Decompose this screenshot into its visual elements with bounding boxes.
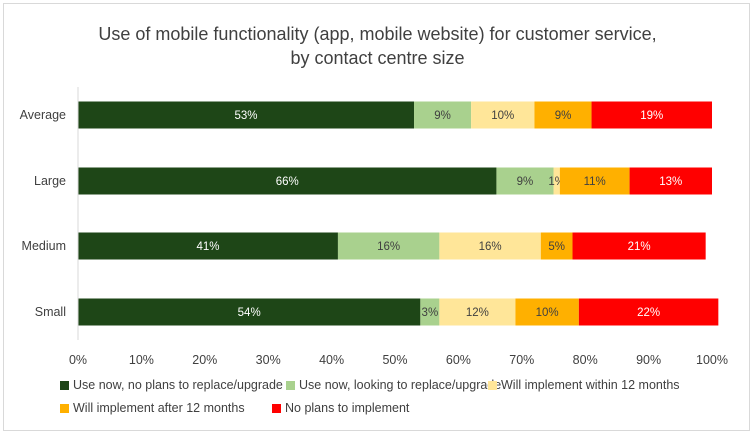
data-label-small-2: 12% (466, 307, 489, 319)
legend-label: No plans to implement (285, 401, 410, 415)
data-label-small-1: 3% (422, 307, 439, 319)
legend-item-0: Use now, no plans to replace/upgrade (60, 378, 283, 392)
x-tick-label: 80% (573, 353, 598, 367)
legend-item-2: Will implement within 12 months (488, 378, 680, 392)
bar-segment-small-4 (578, 298, 719, 326)
category-label-medium: Medium (22, 239, 66, 253)
category-label-large: Large (34, 174, 66, 188)
bar-segment-average-1 (414, 101, 472, 129)
legend-label: Will implement after 12 months (73, 401, 245, 415)
x-tick-label: 50% (382, 353, 407, 367)
bar-segment-average-0 (78, 101, 415, 129)
legend-label: Use now, looking to replace/upgrade (299, 378, 502, 392)
bar-segment-medium-3 (540, 232, 573, 260)
legend-item-4: No plans to implement (272, 401, 409, 415)
data-label-average-2: 10% (491, 110, 514, 122)
data-label-average-4: 19% (640, 110, 663, 122)
bar-segment-small-2 (439, 298, 516, 326)
data-label-medium-2: 16% (479, 241, 502, 253)
chart-title: Use of mobile functionality (app, mobile… (0, 22, 755, 70)
legend-item-3: Will implement after 12 months (60, 401, 245, 415)
data-label-medium-4: 21% (628, 241, 651, 253)
data-label-large-4: 13% (659, 176, 682, 188)
data-label-medium-1: 16% (377, 241, 400, 253)
bar-segment-average-4 (591, 101, 712, 129)
legend-item-1: Use now, looking to replace/upgrade (286, 378, 501, 392)
x-tick-label: 30% (256, 353, 281, 367)
x-tick-label: 20% (192, 353, 217, 367)
x-tick-label: 40% (319, 353, 344, 367)
chart-frame (3, 3, 750, 431)
x-tick-label: 90% (636, 353, 661, 367)
category-label-average: Average (20, 108, 66, 122)
legend-label: Use now, no plans to replace/upgrade (73, 378, 283, 392)
data-label-small-3: 10% (536, 307, 559, 319)
bar-segment-small-0 (78, 298, 421, 326)
bar-segment-small-1 (420, 298, 440, 326)
data-label-large-3: 11% (584, 176, 606, 188)
data-label-small-0: 54% (238, 307, 261, 319)
data-label-small-4: 22% (637, 307, 660, 319)
legend-swatch (272, 404, 281, 413)
x-tick-label: 70% (509, 353, 534, 367)
data-label-average-1: 9% (434, 110, 451, 122)
data-label-large-0: 66% (276, 176, 299, 188)
legend-swatch (60, 404, 69, 413)
bar-segment-large-0 (78, 167, 497, 195)
legend-swatch (488, 381, 497, 390)
legend-swatch (286, 381, 295, 390)
legend-swatch (60, 381, 69, 390)
bar-segment-average-2 (471, 101, 535, 129)
data-label-average-0: 53% (234, 110, 257, 122)
bar-segment-medium-0 (78, 232, 338, 260)
x-tick-label: 100% (696, 353, 728, 367)
bar-segment-large-3 (559, 167, 630, 195)
legend-label: Will implement within 12 months (501, 378, 680, 392)
bar-segment-medium-2 (439, 232, 541, 260)
x-tick-label: 0% (69, 353, 87, 367)
data-label-medium-0: 41% (196, 241, 219, 253)
bar-segment-large-4 (629, 167, 712, 195)
chart-title-line-2: by contact centre size (290, 48, 465, 68)
bar-segment-medium-4 (572, 232, 706, 260)
bar-segment-medium-1 (337, 232, 440, 260)
bar-segment-large-2 (553, 167, 560, 195)
category-label-small: Small (35, 305, 66, 319)
data-label-large-1: 9% (517, 176, 534, 188)
chart-title-line-1: Use of mobile functionality (app, mobile… (98, 24, 657, 44)
bar-segment-large-1 (496, 167, 554, 195)
x-tick-label: 60% (446, 353, 471, 367)
data-label-medium-3: 5% (548, 241, 565, 253)
x-tick-label: 10% (129, 353, 154, 367)
bar-segment-average-3 (534, 101, 592, 129)
bar-segment-small-3 (515, 298, 579, 326)
data-label-average-3: 9% (555, 110, 572, 122)
